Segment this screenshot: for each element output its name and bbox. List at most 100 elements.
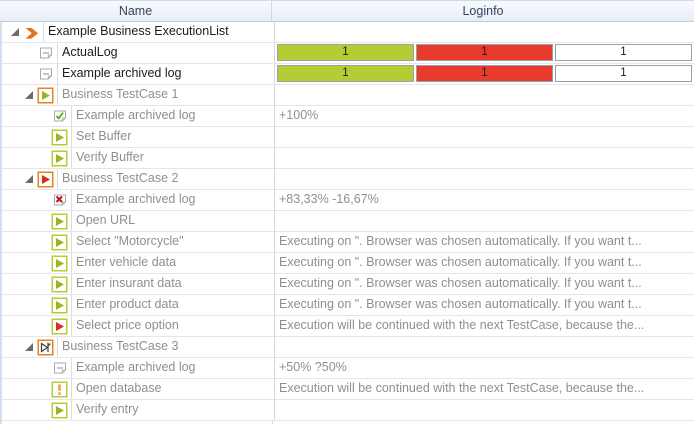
- name-cell: Business TestCase 1: [57, 85, 274, 105]
- tree-indent-gutter: [2, 379, 71, 399]
- tree-row[interactable]: Enter product data Executing on ". Browse…: [2, 295, 694, 316]
- loginfo-cell: [274, 85, 694, 105]
- status-count-passed: 1: [277, 44, 414, 61]
- row-label: Business TestCase 2: [62, 171, 179, 185]
- tree-row[interactable]: Set Buffer: [2, 127, 694, 148]
- tree-indent-gutter: [2, 64, 57, 84]
- loginfo-cell: [274, 400, 694, 420]
- tree-row[interactable]: Business TestCase 3: [2, 337, 694, 358]
- step-passed-icon: [51, 213, 68, 230]
- tree-indent-gutter: [2, 127, 71, 147]
- testcase-aborted-icon: [37, 339, 54, 356]
- tree-row[interactable]: Example archived log +100%: [2, 106, 694, 127]
- testcase-failed-icon: [37, 171, 54, 188]
- loginfo-cell: +50% ?50%: [274, 358, 694, 378]
- step-passed-icon: [51, 276, 68, 293]
- name-cell: Example archived log: [71, 358, 274, 378]
- tree-row[interactable]: Enter insurant data Executing on ". Brows…: [2, 274, 694, 295]
- tree-indent-gutter: [2, 337, 57, 357]
- tree-body: Example Business ExecutionList ActualLog 1…: [0, 22, 694, 421]
- row-label: Select price option: [76, 318, 179, 332]
- loginfo-cell: [274, 337, 694, 357]
- table-header: Name Loginfo: [0, 1, 694, 22]
- status-count-unexecuted: 1: [555, 65, 692, 82]
- row-label: Verify Buffer: [76, 150, 144, 164]
- loginfo-cell: [274, 211, 694, 231]
- row-label: Example archived log: [76, 192, 196, 206]
- tree-indent-gutter: [2, 316, 71, 336]
- log-icon: [51, 360, 68, 377]
- loginfo-text: Executing on ". Browser was chosen autom…: [279, 276, 642, 290]
- loginfo-cell: Execution will be continued with the nex…: [274, 316, 694, 336]
- status-count-passed: 1: [277, 65, 414, 82]
- row-label: Enter product data: [76, 297, 179, 311]
- loginfo-cell: +83,33% -16,67%: [274, 190, 694, 210]
- tree-row[interactable]: Open database Execution will be continued…: [2, 379, 694, 400]
- status-count-failed: 1: [416, 44, 553, 61]
- name-cell: ActualLog: [57, 43, 274, 63]
- tree-row[interactable]: Example archived log +83,33% -16,67%: [2, 190, 694, 211]
- tree-row[interactable]: Select "Motorcycle" Executing on ". Brows…: [2, 232, 694, 253]
- tree-row[interactable]: Example archived log 1 1 1: [2, 64, 694, 85]
- expander-icon[interactable]: [25, 175, 33, 183]
- expander-icon[interactable]: [25, 91, 33, 99]
- loginfo-text: Executing on ". Browser was chosen autom…: [279, 234, 642, 248]
- name-cell: Example Business ExecutionList: [43, 22, 274, 42]
- log-passed-icon: [51, 108, 68, 125]
- tree-row[interactable]: Open URL: [2, 211, 694, 232]
- tree-indent-gutter: [2, 211, 71, 231]
- tree-indent-gutter: [2, 190, 71, 210]
- loginfo-cell: Execution will be continued with the nex…: [274, 379, 694, 399]
- name-cell: Business TestCase 3: [57, 337, 274, 357]
- row-label: Enter vehicle data: [76, 255, 177, 269]
- loginfo-text: +50% ?50%: [279, 360, 347, 374]
- name-cell: Example archived log: [71, 190, 274, 210]
- tree-indent-gutter: [2, 85, 57, 105]
- status-count-failed: 1: [416, 65, 553, 82]
- loginfo-cell: Executing on ". Browser was chosen autom…: [274, 253, 694, 273]
- column-header-name[interactable]: Name: [0, 1, 272, 21]
- name-cell: Select price option: [71, 316, 274, 336]
- name-cell: Set Buffer: [71, 127, 274, 147]
- tree-row[interactable]: Business TestCase 2: [2, 169, 694, 190]
- tree-row[interactable]: Select price option Execution will be con…: [2, 316, 694, 337]
- loginfo-cell: Executing on ". Browser was chosen autom…: [274, 232, 694, 252]
- tree-row[interactable]: Verify entry: [2, 400, 694, 421]
- loginfo-text: +83,33% -16,67%: [279, 192, 379, 206]
- row-label: Select "Motorcycle": [76, 234, 184, 248]
- loginfo-cell: +100%: [274, 106, 694, 126]
- tree-indent-gutter: [2, 295, 71, 315]
- status-count-unexecuted: 1: [555, 44, 692, 61]
- row-label: Enter insurant data: [76, 276, 182, 290]
- step-warning-icon: [51, 381, 68, 398]
- expander-icon[interactable]: [11, 28, 19, 36]
- tree-row[interactable]: Enter vehicle data Executing on ". Browse…: [2, 253, 694, 274]
- step-passed-icon: [51, 297, 68, 314]
- row-label: Business TestCase 1: [62, 87, 179, 101]
- row-label: Example archived log: [76, 108, 196, 122]
- tree-indent-gutter: [2, 400, 71, 420]
- name-cell: Enter product data: [71, 295, 274, 315]
- expander-icon[interactable]: [25, 343, 33, 351]
- tree-row[interactable]: Verify Buffer: [2, 148, 694, 169]
- name-cell: Verify Buffer: [71, 148, 274, 168]
- tree-row[interactable]: Example archived log +50% ?50%: [2, 358, 694, 379]
- name-cell: Business TestCase 2: [57, 169, 274, 189]
- loginfo-cell: [274, 148, 694, 168]
- row-label: Set Buffer: [76, 129, 132, 143]
- name-cell: Example archived log: [57, 64, 274, 84]
- tree-row[interactable]: ActualLog 1 1 1: [2, 43, 694, 64]
- log-icon: [37, 66, 54, 83]
- tree-row[interactable]: Example Business ExecutionList: [2, 22, 694, 43]
- loginfo-text: +100%: [279, 108, 319, 122]
- tree-indent-gutter: [2, 22, 43, 42]
- column-header-loginfo[interactable]: Loginfo: [462, 4, 504, 18]
- loginfo-cell: Executing on ". Browser was chosen autom…: [274, 274, 694, 294]
- loginfo-cell: Executing on ". Browser was chosen autom…: [274, 295, 694, 315]
- name-cell: Enter vehicle data: [71, 253, 274, 273]
- row-label: Example archived log: [62, 66, 182, 80]
- tree-row[interactable]: Business TestCase 1: [2, 85, 694, 106]
- loginfo-cell: [274, 22, 694, 42]
